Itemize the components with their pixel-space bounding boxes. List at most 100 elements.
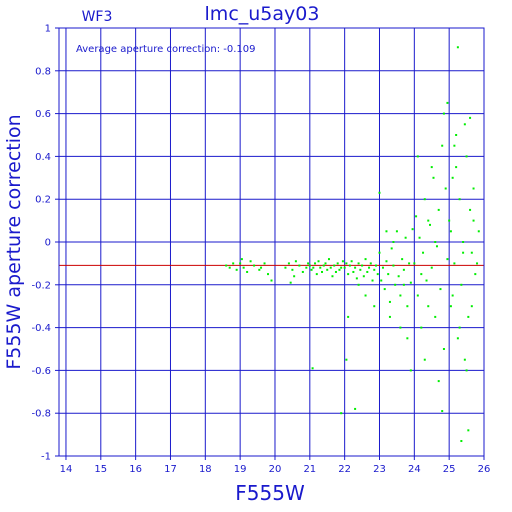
data-point (240, 258, 243, 261)
data-point (380, 279, 383, 282)
data-point (427, 219, 430, 222)
data-point (446, 258, 449, 261)
data-point (427, 305, 430, 308)
data-point (308, 264, 311, 267)
x-tick-labels: 14 15 16 17 18 19 20 21 22 23 24 25 26 (60, 456, 491, 475)
data-point (439, 288, 442, 291)
data-point (312, 266, 315, 269)
data-point (467, 315, 470, 318)
grid-lines (59, 28, 484, 456)
data-point (345, 358, 348, 361)
data-point (301, 270, 304, 273)
data-point (451, 176, 454, 179)
x-tick-label: 14 (60, 464, 73, 475)
data-point (333, 264, 336, 267)
data-point (287, 262, 290, 265)
data-point (441, 410, 444, 413)
y-tick-label: -0.8 (31, 409, 51, 420)
data-point (397, 275, 400, 278)
data-point (322, 264, 325, 267)
x-tick-label: 26 (478, 464, 491, 475)
data-point (429, 223, 432, 226)
data-point (354, 266, 357, 269)
data-point (437, 208, 440, 211)
data-point (364, 258, 367, 261)
data-point (441, 144, 444, 147)
data-point (465, 155, 468, 158)
x-tick-label: 20 (269, 464, 282, 475)
data-point (455, 166, 458, 169)
x-tick-label: 16 (129, 464, 142, 475)
x-tick-label: 22 (338, 464, 351, 475)
data-point (242, 266, 245, 269)
data-point (460, 440, 463, 443)
data-point (401, 258, 404, 261)
y-tick-labels: 1 0.8 0.6 0.4 0.2 0 -0.2 -0.4 -0.6 -0.8 -1 (31, 24, 59, 463)
data-point (455, 134, 458, 136)
data-point (361, 264, 364, 267)
data-point (348, 264, 351, 267)
x-tick-label: 24 (408, 464, 421, 475)
data-point (446, 101, 449, 104)
average-correction-annotation: Average aperture correction: -0.109 (76, 44, 256, 55)
data-point (246, 270, 249, 273)
data-point (359, 268, 362, 271)
data-point (444, 187, 447, 190)
data-point (456, 337, 459, 340)
data-point (249, 260, 252, 263)
data-point (469, 116, 472, 119)
y-tick-label: 0.4 (35, 152, 51, 163)
data-point (402, 283, 405, 286)
data-point (462, 241, 465, 243)
data-point (404, 236, 407, 239)
x-tick-label: 23 (373, 464, 386, 475)
data-point (451, 294, 454, 297)
y-tick-label: 0.2 (35, 195, 51, 206)
y-tick-label: 1 (45, 24, 51, 35)
data-point (357, 283, 360, 286)
data-point (453, 262, 456, 265)
data-point (321, 270, 324, 273)
data-point (432, 176, 435, 179)
y-tick-label: -1 (41, 452, 51, 463)
x-tick-label: 19 (234, 464, 247, 475)
data-point (416, 294, 419, 297)
data-point (294, 260, 297, 263)
data-point (327, 258, 330, 261)
data-point (456, 46, 459, 49)
data-point (293, 275, 296, 278)
x-tick-label: 15 (94, 464, 107, 475)
x-tick-label: 17 (164, 464, 177, 475)
data-point (317, 260, 320, 263)
data-point (423, 358, 426, 361)
y-tick-label: 0.8 (35, 66, 51, 77)
y-tick-label: -0.2 (31, 280, 51, 291)
data-point (463, 123, 466, 126)
data-point (235, 268, 238, 271)
data-point (315, 273, 318, 276)
data-point (476, 262, 479, 265)
data-point (310, 268, 313, 271)
data-point (385, 260, 388, 263)
data-point (467, 429, 470, 432)
data-point (437, 380, 440, 383)
data-point (324, 262, 327, 265)
data-point (336, 262, 339, 265)
data-point (413, 262, 416, 265)
data-point (430, 166, 433, 169)
data-point (399, 294, 402, 297)
data-point (411, 228, 414, 231)
data-point (284, 266, 287, 269)
data-point (385, 230, 388, 233)
data-point (371, 279, 374, 282)
data-point (474, 273, 477, 276)
data-point (430, 266, 433, 269)
data-point (270, 279, 273, 282)
data-point (289, 281, 292, 284)
data-point (409, 369, 412, 372)
data-point (442, 348, 445, 350)
data-point (319, 266, 322, 269)
data-point (364, 294, 367, 297)
data-point (373, 268, 376, 271)
